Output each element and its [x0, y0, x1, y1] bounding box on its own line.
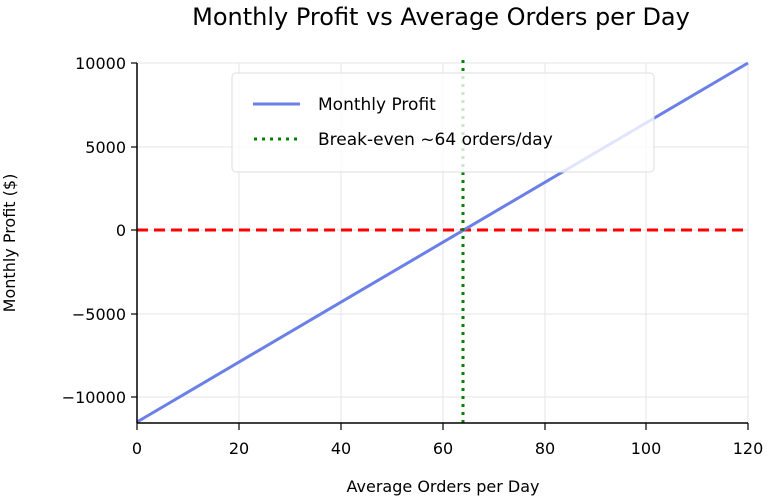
y-axis-ticks [131, 62, 137, 398]
y-tick-label: 10000 [75, 54, 126, 73]
legend-label-breakeven: Break-even ~64 orders/day [318, 130, 553, 150]
x-tick-label: 100 [631, 439, 662, 458]
y-axis-tick-labels: 10000 5000 0 −5000 −10000 [62, 54, 126, 407]
x-axis-ticks [136, 423, 749, 430]
x-tick-label: 40 [331, 439, 351, 458]
x-tick-label: 20 [229, 439, 249, 458]
x-axis-label: Average Orders per Day [347, 477, 540, 496]
x-axis-tick-labels: 0 20 40 60 80 100 120 [132, 439, 763, 458]
y-axis-label: Monthly Profit ($) [0, 174, 19, 313]
x-tick-label: 80 [535, 439, 555, 458]
y-tick-label: 5000 [85, 138, 126, 157]
y-tick-label: −10000 [62, 388, 126, 407]
x-tick-label: 0 [132, 439, 142, 458]
y-tick-label: 0 [116, 221, 126, 240]
legend: Monthly Profit Break-even ~64 orders/day [231, 72, 655, 173]
legend-label-profit: Monthly Profit [318, 95, 436, 115]
y-tick-label: −5000 [72, 305, 126, 324]
x-tick-label: 120 [733, 439, 764, 458]
chart-title: Monthly Profit vs Average Orders per Day [192, 3, 690, 31]
x-tick-label: 60 [433, 439, 453, 458]
